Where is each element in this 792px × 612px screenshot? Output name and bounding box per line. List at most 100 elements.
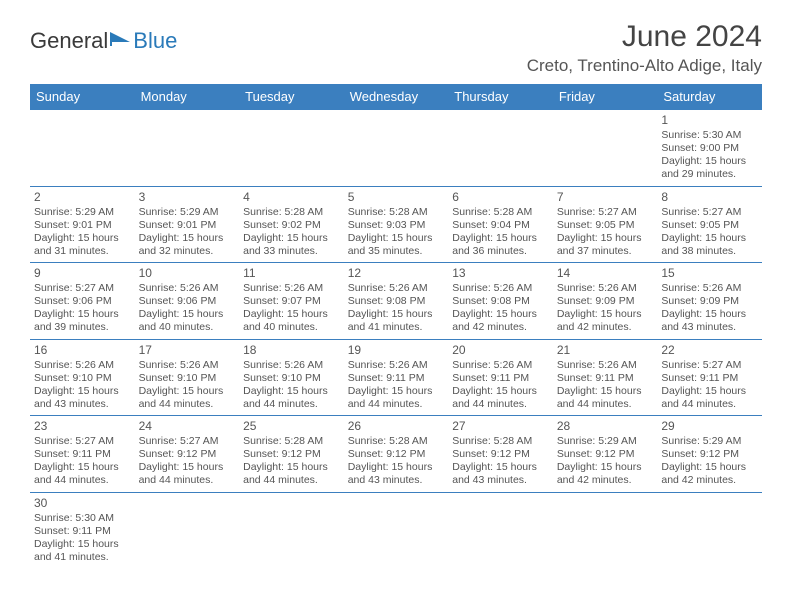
calendar-cell — [553, 492, 658, 568]
daylight-text: and 41 minutes. — [34, 551, 131, 564]
sunset-text: Sunset: 9:12 PM — [661, 448, 758, 461]
calendar-cell: 8Sunrise: 5:27 AMSunset: 9:05 PMDaylight… — [657, 186, 762, 263]
daylight-text: and 35 minutes. — [348, 245, 445, 258]
logo-text-blue: Blue — [133, 28, 177, 54]
sunrise-text: Sunrise: 5:26 AM — [661, 282, 758, 295]
sunrise-text: Sunrise: 5:30 AM — [661, 129, 758, 142]
day-number: 11 — [243, 266, 340, 281]
calendar-cell: 11Sunrise: 5:26 AMSunset: 9:07 PMDayligh… — [239, 263, 344, 340]
day-number: 19 — [348, 343, 445, 358]
sunrise-text: Sunrise: 5:26 AM — [139, 282, 236, 295]
sunset-text: Sunset: 9:11 PM — [34, 448, 131, 461]
calendar-cell: 3Sunrise: 5:29 AMSunset: 9:01 PMDaylight… — [135, 186, 240, 263]
sunset-text: Sunset: 9:10 PM — [139, 372, 236, 385]
daylight-text: and 38 minutes. — [661, 245, 758, 258]
calendar-row: 30Sunrise: 5:30 AMSunset: 9:11 PMDayligh… — [30, 492, 762, 568]
sunset-text: Sunset: 9:08 PM — [452, 295, 549, 308]
col-tuesday: Tuesday — [239, 84, 344, 110]
sunset-text: Sunset: 9:12 PM — [139, 448, 236, 461]
day-number: 5 — [348, 190, 445, 205]
sunset-text: Sunset: 9:09 PM — [557, 295, 654, 308]
daylight-text: and 37 minutes. — [557, 245, 654, 258]
calendar-cell — [135, 110, 240, 187]
daylight-text: and 33 minutes. — [243, 245, 340, 258]
logo: General Blue — [30, 28, 177, 54]
daylight-text: Daylight: 15 hours — [139, 232, 236, 245]
calendar-cell: 29Sunrise: 5:29 AMSunset: 9:12 PMDayligh… — [657, 416, 762, 493]
daylight-text: Daylight: 15 hours — [452, 461, 549, 474]
sunrise-text: Sunrise: 5:29 AM — [139, 206, 236, 219]
sunrise-text: Sunrise: 5:26 AM — [34, 359, 131, 372]
sunset-text: Sunset: 9:12 PM — [557, 448, 654, 461]
sunrise-text: Sunrise: 5:26 AM — [452, 282, 549, 295]
sunrise-text: Sunrise: 5:28 AM — [348, 435, 445, 448]
daylight-text: Daylight: 15 hours — [557, 461, 654, 474]
col-wednesday: Wednesday — [344, 84, 449, 110]
sunset-text: Sunset: 9:12 PM — [452, 448, 549, 461]
daylight-text: Daylight: 15 hours — [139, 385, 236, 398]
day-number: 23 — [34, 419, 131, 434]
daylight-text: and 44 minutes. — [34, 474, 131, 487]
calendar-cell: 13Sunrise: 5:26 AMSunset: 9:08 PMDayligh… — [448, 263, 553, 340]
daylight-text: Daylight: 15 hours — [34, 461, 131, 474]
calendar-cell: 30Sunrise: 5:30 AMSunset: 9:11 PMDayligh… — [30, 492, 135, 568]
daylight-text: and 44 minutes. — [139, 474, 236, 487]
daylight-text: and 31 minutes. — [34, 245, 131, 258]
daylight-text: Daylight: 15 hours — [34, 385, 131, 398]
day-number: 6 — [452, 190, 549, 205]
calendar-table: Sunday Monday Tuesday Wednesday Thursday… — [30, 84, 762, 568]
sunset-text: Sunset: 9:07 PM — [243, 295, 340, 308]
sunset-text: Sunset: 9:12 PM — [348, 448, 445, 461]
calendar-cell: 20Sunrise: 5:26 AMSunset: 9:11 PMDayligh… — [448, 339, 553, 416]
calendar-cell: 6Sunrise: 5:28 AMSunset: 9:04 PMDaylight… — [448, 186, 553, 263]
calendar-cell: 10Sunrise: 5:26 AMSunset: 9:06 PMDayligh… — [135, 263, 240, 340]
daylight-text: and 40 minutes. — [243, 321, 340, 334]
calendar-cell: 9Sunrise: 5:27 AMSunset: 9:06 PMDaylight… — [30, 263, 135, 340]
calendar-cell: 14Sunrise: 5:26 AMSunset: 9:09 PMDayligh… — [553, 263, 658, 340]
day-number: 10 — [139, 266, 236, 281]
calendar-cell: 27Sunrise: 5:28 AMSunset: 9:12 PMDayligh… — [448, 416, 553, 493]
sunrise-text: Sunrise: 5:28 AM — [452, 206, 549, 219]
calendar-row: 23Sunrise: 5:27 AMSunset: 9:11 PMDayligh… — [30, 416, 762, 493]
sunset-text: Sunset: 9:02 PM — [243, 219, 340, 232]
month-title: June 2024 — [527, 20, 762, 54]
sunset-text: Sunset: 9:06 PM — [34, 295, 131, 308]
sunset-text: Sunset: 9:11 PM — [348, 372, 445, 385]
calendar-cell — [448, 492, 553, 568]
daylight-text: and 44 minutes. — [452, 398, 549, 411]
daylight-text: and 44 minutes. — [243, 474, 340, 487]
sunrise-text: Sunrise: 5:26 AM — [348, 359, 445, 372]
calendar-cell — [239, 492, 344, 568]
calendar-row: 9Sunrise: 5:27 AMSunset: 9:06 PMDaylight… — [30, 263, 762, 340]
daylight-text: and 39 minutes. — [34, 321, 131, 334]
day-number: 9 — [34, 266, 131, 281]
daylight-text: and 36 minutes. — [452, 245, 549, 258]
sunset-text: Sunset: 9:11 PM — [34, 525, 131, 538]
sunset-text: Sunset: 9:12 PM — [243, 448, 340, 461]
logo-flag-icon — [110, 30, 132, 53]
calendar-cell: 5Sunrise: 5:28 AMSunset: 9:03 PMDaylight… — [344, 186, 449, 263]
daylight-text: and 44 minutes. — [139, 398, 236, 411]
day-number: 2 — [34, 190, 131, 205]
calendar-cell — [657, 492, 762, 568]
sunset-text: Sunset: 9:05 PM — [661, 219, 758, 232]
daylight-text: and 40 minutes. — [139, 321, 236, 334]
sunrise-text: Sunrise: 5:27 AM — [557, 206, 654, 219]
sunset-text: Sunset: 9:06 PM — [139, 295, 236, 308]
calendar-cell: 1Sunrise: 5:30 AMSunset: 9:00 PMDaylight… — [657, 110, 762, 187]
daylight-text: and 32 minutes. — [139, 245, 236, 258]
sunrise-text: Sunrise: 5:29 AM — [557, 435, 654, 448]
sunrise-text: Sunrise: 5:27 AM — [139, 435, 236, 448]
daylight-text: Daylight: 15 hours — [348, 308, 445, 321]
daylight-text: Daylight: 15 hours — [661, 385, 758, 398]
sunset-text: Sunset: 9:08 PM — [348, 295, 445, 308]
calendar-cell — [30, 110, 135, 187]
daylight-text: and 41 minutes. — [348, 321, 445, 334]
calendar-cell — [135, 492, 240, 568]
calendar-cell: 22Sunrise: 5:27 AMSunset: 9:11 PMDayligh… — [657, 339, 762, 416]
daylight-text: Daylight: 15 hours — [243, 232, 340, 245]
daylight-text: and 42 minutes. — [557, 321, 654, 334]
sunrise-text: Sunrise: 5:28 AM — [452, 435, 549, 448]
sunrise-text: Sunrise: 5:26 AM — [139, 359, 236, 372]
day-number: 17 — [139, 343, 236, 358]
